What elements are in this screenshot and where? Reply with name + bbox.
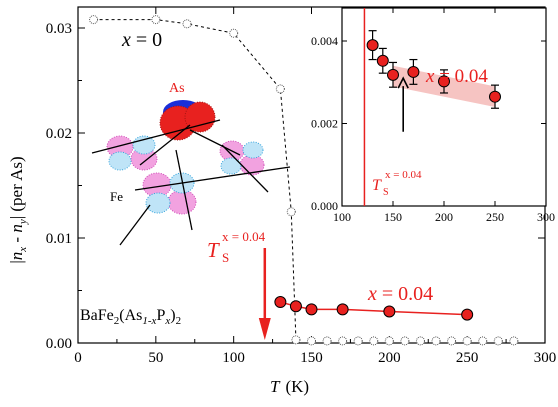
orbital-illustration: As Fe: [91, 81, 291, 246]
inset-x-tick-label: 250: [486, 210, 504, 224]
inset-point: [438, 75, 450, 88]
series-x0-point: [275, 84, 285, 94]
inset-y-tick-label: 0.004: [311, 34, 338, 48]
fe-orbital-2: [219, 140, 265, 176]
inset-point: [366, 39, 379, 52]
series-x0-point: [338, 336, 348, 346]
inset-label-x004: x = 0.04: [425, 66, 488, 87]
x-axis-label: T (K): [270, 377, 309, 396]
inset-point: [489, 90, 501, 103]
series-x0-point: [400, 336, 410, 346]
inset-y-tick-label: 0.002: [311, 117, 338, 131]
x-tick-label: 250: [456, 350, 479, 366]
ts-main-sub: S: [222, 250, 229, 265]
series-x0-point: [353, 336, 363, 346]
ts-main-t: T: [207, 238, 220, 262]
series-x0-point: [229, 28, 239, 38]
series-x0-point: [478, 336, 488, 346]
ts-arrow-head: [258, 318, 271, 340]
y-tick-label: 0.00: [46, 336, 72, 352]
y-tick-label: 0.01: [46, 231, 72, 247]
series-x004-point: [336, 303, 349, 316]
series-x004-point: [305, 303, 318, 316]
inset-point: [376, 54, 389, 67]
x-tick-label: 50: [148, 350, 163, 366]
inset-series: [366, 30, 501, 109]
fe-orbital-1: [106, 135, 158, 171]
x-tick-label: 0: [74, 350, 82, 366]
ts-label-inset: T S x = 0.04: [372, 169, 422, 198]
series-x0: [89, 15, 519, 346]
inset-x-tick-label: 300: [537, 210, 555, 224]
series-x0-point: [286, 207, 296, 217]
inset-ticks: 100 150 200 250 300 0.000 0.002 0.004: [311, 8, 555, 224]
bond-lines: [91, 119, 291, 246]
svg-text:|nx - ny| (per As): |nx - ny| (per As): [7, 156, 29, 263]
inset-y-tick-label: 0.000: [311, 199, 338, 213]
inset-x-tick-label: 150: [384, 210, 402, 224]
y-tick-label: 0.03: [46, 21, 72, 37]
inset-point: [387, 68, 399, 81]
ts-main-sup: x = 0.04: [222, 229, 266, 244]
as-atom: [159, 100, 216, 141]
ts-inset-sub: S: [383, 187, 389, 198]
series-x0-point: [415, 336, 425, 346]
fe-label: Fe: [110, 189, 123, 204]
y-axis-label: |nx - ny| (per As): [7, 156, 29, 263]
main-ticks: 0 50 100 150 200 250 300 0.00 0.01 0.02 0.03: [46, 6, 557, 366]
series-x0-point: [431, 336, 441, 346]
ts-inset-t: T: [372, 177, 382, 194]
x-axis-var: T: [270, 377, 281, 396]
inset-arrow-head: [397, 76, 409, 89]
ts-arrow-main: [258, 248, 271, 340]
series-x0-point: [384, 336, 394, 346]
series-x0-point: [509, 336, 519, 346]
as-label: As: [169, 81, 185, 96]
series-x004-point: [274, 296, 287, 309]
series-x004: [274, 296, 474, 321]
ts-inset-sup: x = 0.04: [385, 169, 422, 181]
series-x0-point: [151, 15, 161, 25]
x-axis-unit: (K): [285, 377, 309, 396]
series-x004-point: [289, 300, 302, 313]
series-x0-point: [447, 336, 457, 346]
y-tick-label: 0.02: [46, 126, 72, 142]
label-x004: x = 0.04: [367, 283, 433, 305]
inset-x-tick-label: 100: [333, 210, 351, 224]
series-x0-point: [307, 336, 316, 346]
compound-label: BaFe2(As1-xPx)2: [80, 307, 181, 327]
x-tick-label: 100: [222, 350, 245, 366]
inset-point: [407, 65, 420, 78]
fe-orbital-3: [142, 172, 197, 215]
inset-arrow: [397, 76, 409, 132]
x-tick-label: 150: [300, 350, 323, 366]
label-x0: x = 0: [121, 29, 162, 51]
series-x0-point: [369, 336, 379, 346]
series-x0-point: [291, 335, 301, 345]
series-x0-point: [462, 336, 472, 346]
inset-x-tick-label: 200: [435, 210, 453, 224]
series-x0-point: [89, 15, 99, 25]
series-x0-point: [182, 19, 192, 29]
series-x0-point: [322, 336, 332, 346]
x-tick-label: 200: [378, 350, 401, 366]
series-x004-point: [383, 305, 396, 318]
series-x0-point: [493, 336, 503, 346]
svg-text:T(K): T (K): [270, 377, 309, 396]
ts-label-main: T S x = 0.04: [207, 229, 266, 265]
x-tick-label: 300: [534, 350, 557, 366]
series-x004-point: [461, 308, 474, 321]
